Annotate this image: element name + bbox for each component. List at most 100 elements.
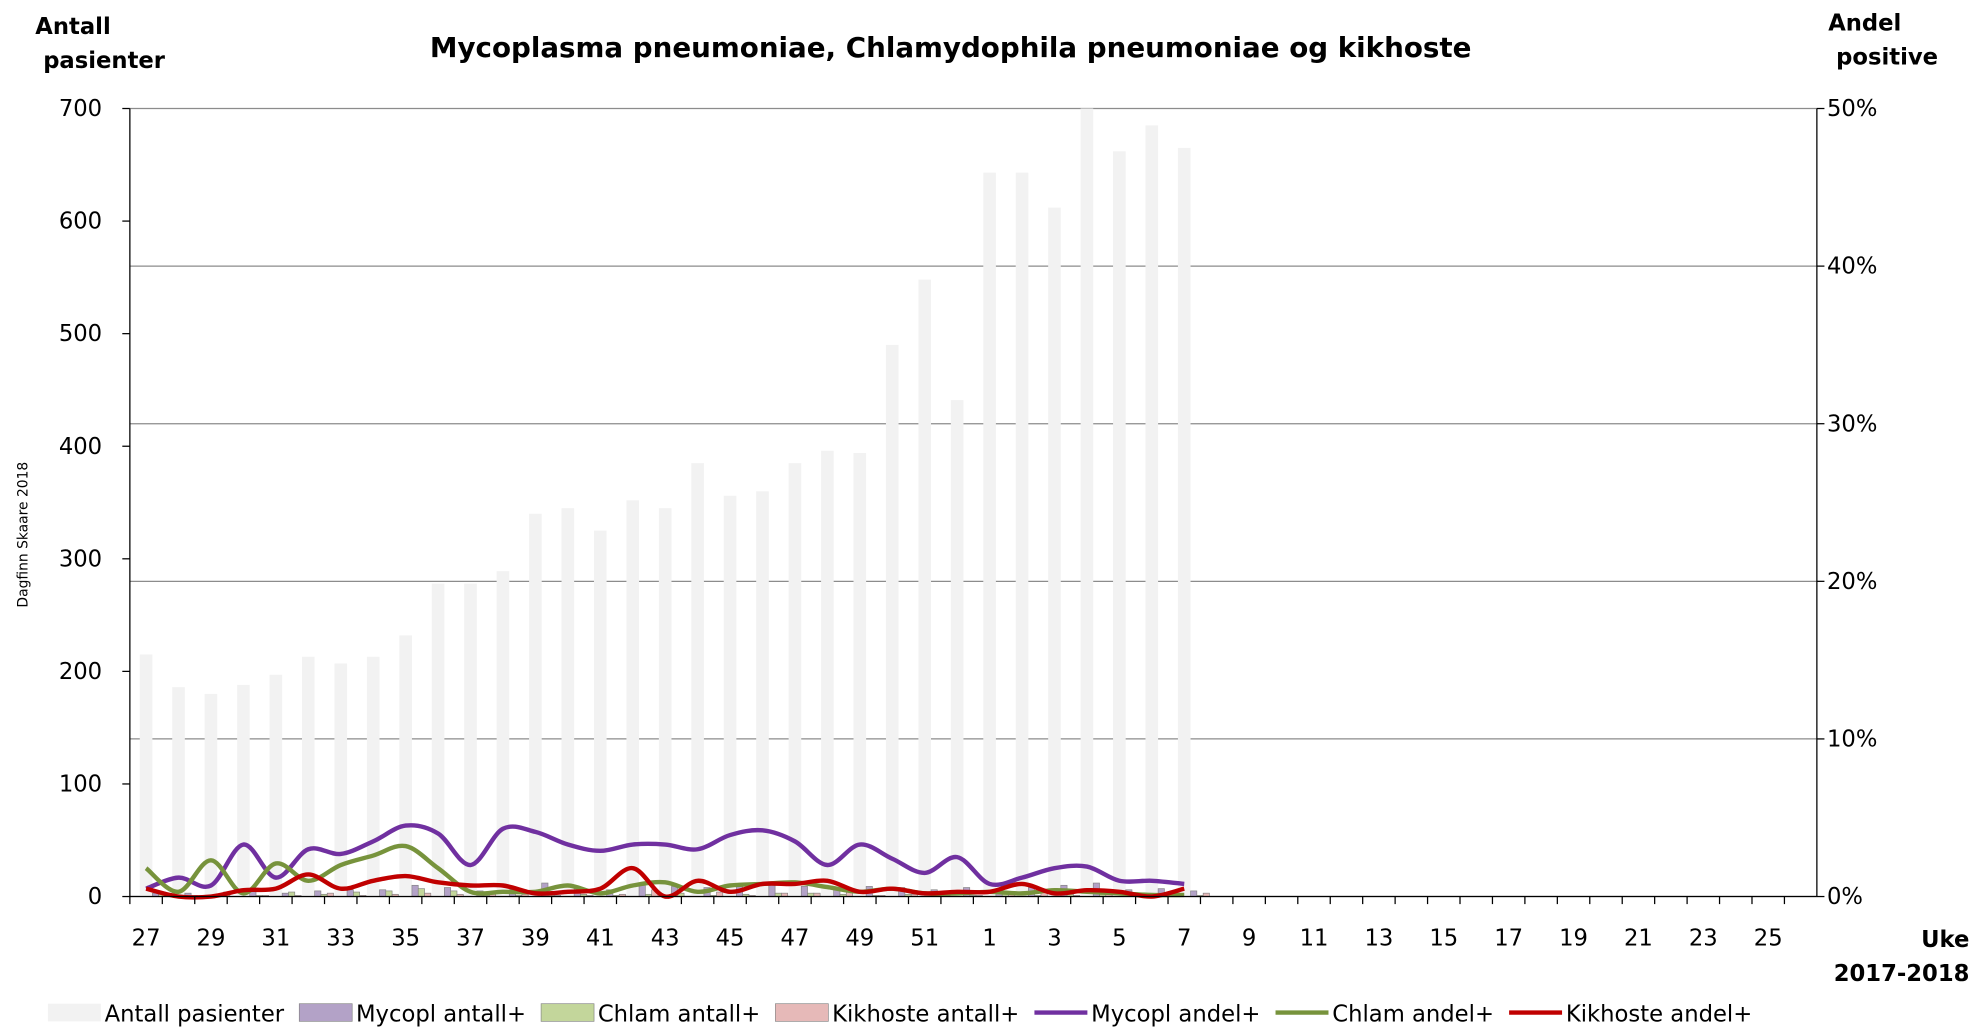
bar — [658, 508, 672, 897]
legend-label: Mycopl andel+ — [1091, 1001, 1260, 1027]
bar — [1015, 172, 1029, 897]
chart-title: Mycoplasma pneumoniae, Chlamydophila pne… — [430, 31, 1472, 64]
bar — [411, 884, 419, 897]
bar — [1113, 151, 1126, 897]
bar — [431, 583, 445, 897]
legend-swatch — [540, 1003, 595, 1022]
bar — [496, 571, 510, 897]
y-tick-label: 600 — [59, 209, 102, 235]
bar — [366, 656, 380, 897]
y2-axis-label: Andel positive — [1828, 10, 1938, 70]
legend-swatch — [775, 1003, 829, 1022]
bar — [768, 884, 776, 897]
x-tick-label: 1 — [982, 926, 996, 952]
watermark: Dagfinn Skaare 2018 — [16, 462, 32, 608]
bar — [983, 172, 996, 897]
bar — [204, 693, 218, 897]
bar — [756, 491, 769, 897]
x-tick-label: 31 — [261, 926, 290, 952]
y2-tick-label: 0% — [1827, 884, 1863, 910]
legend-label: Chlam andel+ — [1332, 1001, 1494, 1027]
x-axis-label: Uke 2017-2018 — [1826, 927, 1970, 987]
bar — [314, 890, 322, 897]
x-tick-label: 17 — [1494, 926, 1523, 952]
y-tick-label: 500 — [59, 321, 102, 347]
legend-item: Mycopl andel+ — [1034, 1001, 1260, 1027]
bar — [626, 500, 640, 897]
x-tick-label: 35 — [391, 926, 420, 952]
legend-item: Kikhoste andel+ — [1509, 1001, 1752, 1027]
bar — [301, 656, 315, 897]
y-tick-label: 0 — [88, 884, 102, 910]
bar — [399, 635, 412, 897]
bar — [334, 663, 348, 897]
y2-tick-label: 10% — [1827, 726, 1877, 752]
bar — [1190, 890, 1198, 897]
x-tick-label: 49 — [845, 926, 874, 952]
bar — [346, 889, 354, 897]
bar — [1177, 147, 1191, 897]
legend-label: Chlam antall+ — [598, 1001, 760, 1027]
y2-tick-label: 50% — [1827, 96, 1877, 122]
bar — [288, 891, 296, 897]
bar — [450, 890, 458, 897]
legend-item: Chlam andel+ — [1275, 1001, 1494, 1027]
x-tick-label: 11 — [1300, 926, 1329, 952]
bar — [417, 888, 425, 897]
bar — [885, 344, 899, 897]
bar — [464, 583, 477, 897]
x-tick-label: 27 — [132, 926, 161, 952]
legend-label: Antall pasienter — [105, 1001, 285, 1027]
bar — [593, 530, 607, 897]
bar — [723, 495, 737, 897]
x-tick-label: 39 — [521, 926, 550, 952]
y2-tick-label: 40% — [1827, 254, 1877, 280]
x-tick-label: 19 — [1559, 926, 1588, 952]
bar — [353, 891, 360, 897]
x-tick-label: 45 — [716, 926, 745, 952]
x-tick-label: 37 — [456, 926, 485, 952]
legend-item: Chlam antall+ — [540, 1001, 760, 1027]
bar — [853, 452, 867, 897]
legend-label: Kikhoste antall+ — [832, 1001, 1019, 1027]
x-tick-label: 25 — [1754, 926, 1783, 952]
legend-label: Kikhoste andel+ — [1566, 1001, 1752, 1027]
x-tick-label: 23 — [1689, 926, 1718, 952]
legend-swatch — [298, 1003, 353, 1022]
y-tick-label: 400 — [59, 434, 102, 460]
bar — [237, 684, 250, 897]
bar — [529, 513, 542, 897]
bar — [1048, 207, 1061, 897]
x-tick-label: 7 — [1177, 926, 1191, 952]
bar — [1080, 108, 1094, 897]
y-tick-label: 300 — [59, 546, 102, 572]
line — [145, 823, 1185, 891]
bar — [385, 890, 393, 897]
x-tick-label: 13 — [1364, 926, 1393, 952]
bar — [800, 886, 808, 897]
legend-label: Mycopl antall+ — [356, 1001, 526, 1027]
bar — [269, 674, 283, 897]
x-tick-label: 33 — [326, 926, 355, 952]
bar — [918, 279, 932, 897]
bar — [821, 450, 834, 897]
bar — [139, 654, 153, 897]
x-tick-label: 15 — [1429, 926, 1458, 952]
bar — [444, 887, 451, 897]
bar — [379, 889, 387, 897]
x-tick-label: 47 — [780, 926, 809, 952]
y2-tick-label: 20% — [1827, 569, 1877, 595]
x-tick-label: 43 — [651, 926, 680, 952]
y-tick-label: 100 — [59, 772, 102, 798]
y-tick-label: 200 — [59, 659, 102, 685]
x-tick-label: 9 — [1242, 926, 1256, 952]
bar — [561, 508, 575, 897]
legend-item: Antall pasienter — [47, 1001, 285, 1027]
legend-item: Mycopl antall+ — [298, 1001, 526, 1027]
bar — [1145, 125, 1159, 897]
legend-swatch — [47, 1003, 101, 1022]
y2-tick-label: 30% — [1827, 411, 1877, 437]
x-tick-label: 5 — [1112, 926, 1126, 952]
